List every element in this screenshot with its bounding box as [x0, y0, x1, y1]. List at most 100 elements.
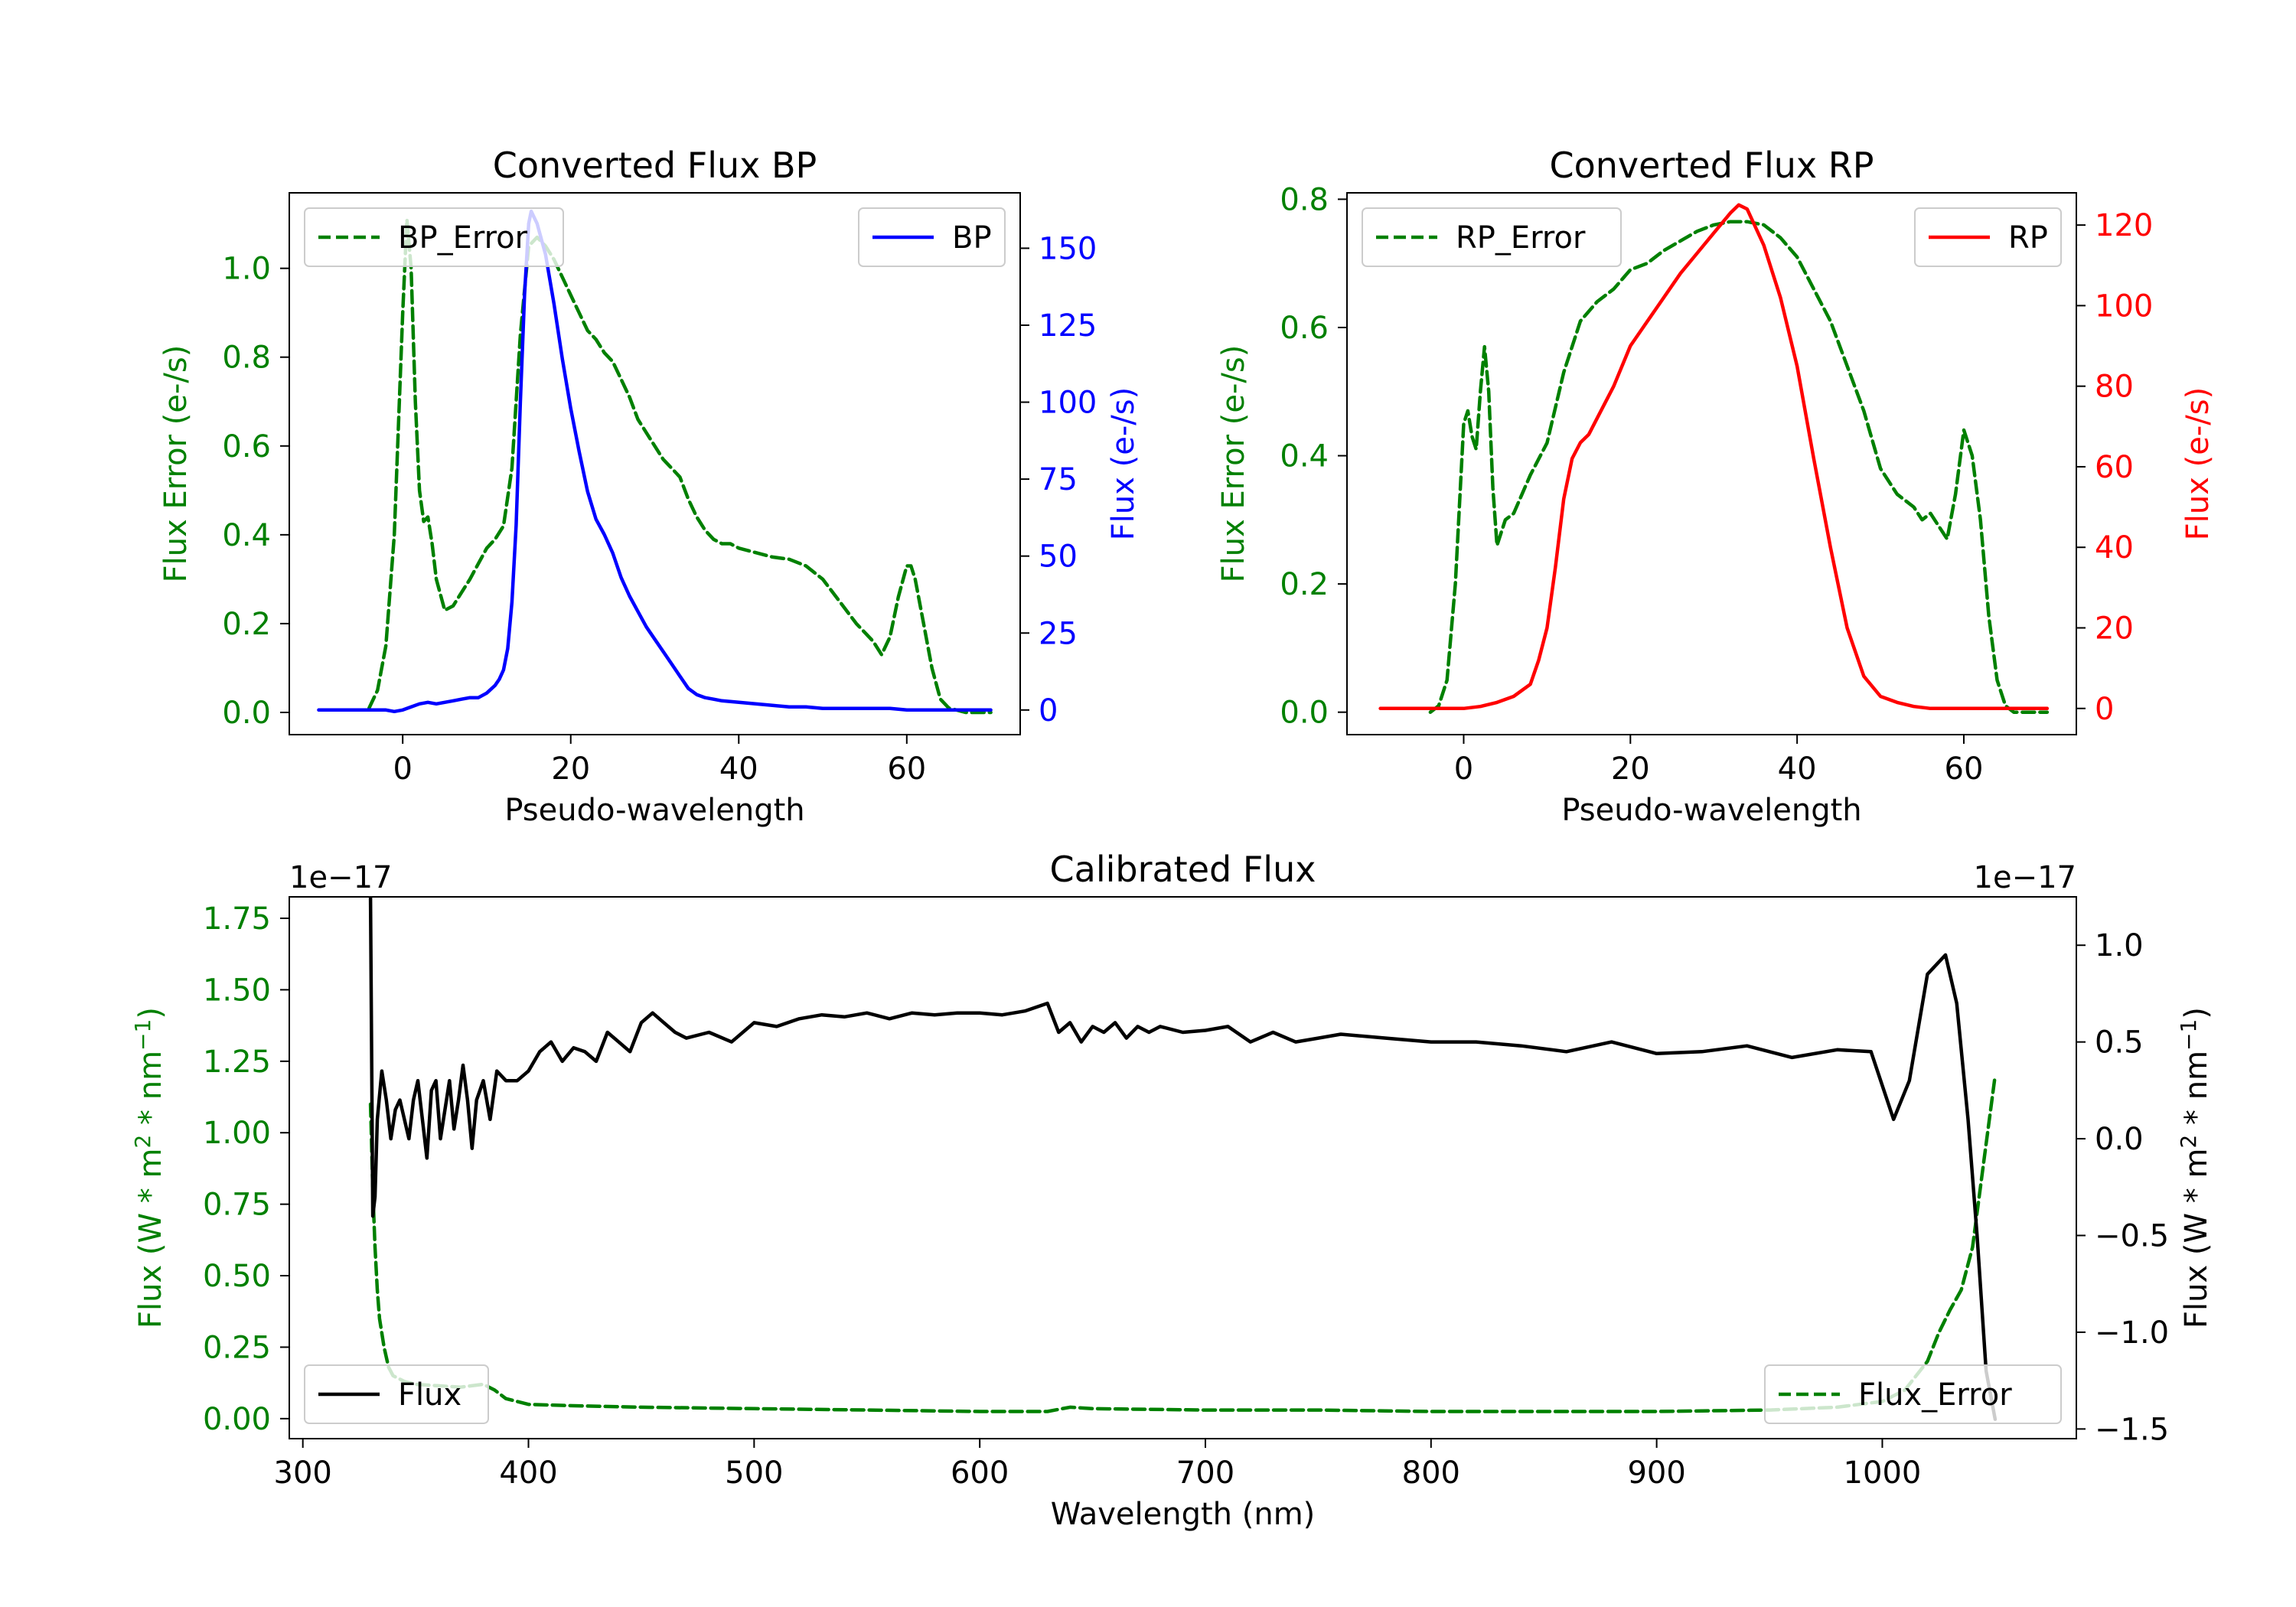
- rp-ytick-left-label: 0.6: [1280, 311, 1329, 346]
- calibrated-ylabel-right-sup2: −1: [2176, 1019, 2201, 1051]
- rp-xtick-label: 40: [1778, 751, 1817, 787]
- bp-ytick-right-label: 25: [1039, 616, 1078, 651]
- bp-ytick-left-label: 0.6: [222, 429, 271, 464]
- calibrated-ytick-right-label: 0.5: [2095, 1025, 2144, 1061]
- rp-ytick-left-label: 0.0: [1280, 696, 1329, 731]
- calibrated-ticks: 300 400 500 600 700 800 900 1000 0.00 0.25 0.50 0.7…: [203, 901, 2169, 1491]
- calibrated-axes-frame: [289, 896, 2077, 1439]
- bp-ytick-left-label: 0.2: [222, 607, 271, 642]
- bp-ticks: 0 20 40 60 0.0 0.2 0.4 0.6 0.8 1.0 0 25 50 75 100 125 15…: [222, 231, 1097, 787]
- calibrated-ytick-right-label: −1.0: [2095, 1315, 2169, 1351]
- calibrated-xtick-label: 1000: [1844, 1455, 1922, 1491]
- bp-ytick-right-label: 150: [1039, 231, 1097, 266]
- bp-ytick-right-label: 0: [1039, 693, 1058, 729]
- calibrated-legend-flux: Flux: [304, 1364, 489, 1424]
- rp-xlabel: Pseudo-wavelength: [1561, 793, 1861, 828]
- calibrated-offset-right: 1e−17: [1974, 860, 2076, 895]
- calibrated-title: Calibrated Flux: [1050, 849, 1316, 890]
- calibrated-ytick-left-label: 0.50: [203, 1259, 271, 1294]
- rp-xtick-label: 20: [1611, 751, 1650, 787]
- rp-ytick-right-label: 60: [2095, 450, 2134, 485]
- rp-series-group: [1378, 203, 2050, 714]
- bp-axes-frame: [289, 192, 1021, 735]
- bp-ytick-right-label: 75: [1039, 462, 1078, 497]
- bp-ytick-right-label: 125: [1039, 308, 1097, 344]
- calibrated-ytick-right-label: −0.5: [2095, 1219, 2169, 1254]
- rp-xtick-label: 0: [1454, 751, 1473, 787]
- calibrated-xlabel: Wavelength (nm): [1051, 1497, 1316, 1532]
- legend-label: RP: [2008, 220, 2048, 256]
- bp-series-bp: [317, 209, 993, 714]
- calibrated-ytick-left-label: 0.75: [203, 1188, 271, 1223]
- rp-ytick-right-label: 0: [2095, 692, 2114, 727]
- rp-xtick-label: 60: [1945, 751, 1984, 787]
- legend-box: [1362, 207, 1622, 267]
- bp-legend-bp-error: BP_Error: [304, 207, 564, 267]
- rp-ylabel-right: Flux (e-/s): [2180, 387, 2216, 540]
- calibrated-offset-left: 1e−17: [289, 860, 392, 895]
- calibrated-ytick-left-label: 1.25: [203, 1045, 271, 1080]
- bp-series-bp-error: [367, 217, 993, 715]
- bp-ytick-left-label: 0.0: [222, 696, 271, 731]
- calibrated-ytick-left-label: 1.00: [203, 1116, 271, 1151]
- calibrated-ylabel-left-mid: * nm: [133, 1051, 168, 1135]
- calibrated-ytick-left-label: 0.00: [203, 1402, 271, 1437]
- bp-ytick-left-label: 0.8: [222, 341, 271, 376]
- bp-xtick-label: 0: [393, 751, 412, 787]
- calibrated-ylabel-right-sup1: 2: [2176, 1135, 2201, 1149]
- calibrated-xtick-label: 500: [725, 1455, 783, 1491]
- rp-ylabel-left: Flux Error (e-/s): [1216, 345, 1251, 583]
- legend-label: Flux: [398, 1377, 461, 1413]
- calibrated-xtick-label: 600: [951, 1455, 1009, 1491]
- rp-series-rp-error: [1428, 220, 2050, 714]
- bp-ylabel-right: Flux (e-/s): [1106, 387, 1141, 540]
- legend-label: BP_Error: [398, 220, 528, 256]
- legend-box: [304, 1364, 489, 1424]
- calibrated-xtick-label: 300: [274, 1455, 332, 1491]
- rp-ytick-right-label: 20: [2095, 611, 2134, 647]
- bp-panel: 0 20 40 60 0.0 0.2 0.4 0.6 0.8 1.0 0 25 50 75 100 125 15…: [158, 145, 1141, 828]
- bp-title: Converted Flux BP: [493, 145, 817, 186]
- calibrated-ylabel-right: Flux (W * m2 * nm−1): [2176, 1007, 2214, 1328]
- calibrated-ylabel-left: Flux (W * m2 * nm−1): [130, 1007, 168, 1328]
- bp-xtick-label: 20: [551, 751, 590, 787]
- calibrated-ytick-left-label: 1.75: [203, 901, 271, 937]
- legend-label: BP: [952, 220, 992, 256]
- bp-ytick-right-label: 50: [1039, 539, 1078, 575]
- bp-xlabel: Pseudo-wavelength: [504, 793, 804, 828]
- bp-ylabel-left: Flux Error (e-/s): [158, 345, 194, 583]
- bp-legend-bp: BP: [858, 207, 1006, 267]
- rp-panel: 0 20 40 60 0.0 0.2 0.4 0.6 0.8 0 20 40 60 80 100 120 Co…: [1216, 145, 2216, 828]
- bp-legends: BP_Error BP: [304, 207, 1006, 267]
- legend-label: Flux_Error: [1858, 1377, 2012, 1413]
- legend-box: [1764, 1364, 2062, 1424]
- legend-box: [304, 207, 564, 267]
- calibrated-legends: Flux Flux_Error: [304, 1364, 2062, 1424]
- calibrated-ytick-right-label: 0.0: [2095, 1122, 2144, 1157]
- calibrated-xtick-label: 800: [1402, 1455, 1460, 1491]
- calibrated-ytick-left-label: 0.25: [203, 1330, 271, 1365]
- rp-ytick-left-label: 0.4: [1280, 439, 1329, 474]
- rp-ytick-right-label: 100: [2095, 288, 2153, 324]
- calibrated-ylabel-right-end: ): [2179, 1007, 2214, 1019]
- calibrated-ytick-left-label: 1.50: [203, 973, 271, 1008]
- calibrated-ytick-right-label: 1.0: [2095, 928, 2144, 963]
- bp-xtick-label: 40: [719, 751, 758, 787]
- bp-xtick-label: 60: [887, 751, 926, 787]
- calibrated-series-flux: [368, 897, 1998, 1421]
- rp-ytick-right-label: 80: [2095, 370, 2134, 405]
- calibrated-xtick-label: 700: [1176, 1455, 1234, 1491]
- rp-title: Converted Flux RP: [1550, 145, 1874, 186]
- rp-series-rp: [1378, 203, 2050, 711]
- bp-ytick-left-label: 0.4: [222, 518, 271, 553]
- calibrated-ylabel-left-end: ): [133, 1007, 168, 1019]
- calibrated-xtick-label: 400: [499, 1455, 557, 1491]
- calibrated-xtick-label: 900: [1627, 1455, 1685, 1491]
- calibrated-ylabel-right-mid: * nm: [2179, 1051, 2214, 1135]
- calibrated-ylabel-left-sup2: −1: [130, 1019, 155, 1051]
- bp-ytick-right-label: 100: [1039, 386, 1097, 421]
- calibrated-ytick-right-label: −1.5: [2095, 1412, 2169, 1447]
- bp-series-group: [317, 209, 993, 715]
- calibrated-ylabel-left-sup1: 2: [130, 1135, 155, 1149]
